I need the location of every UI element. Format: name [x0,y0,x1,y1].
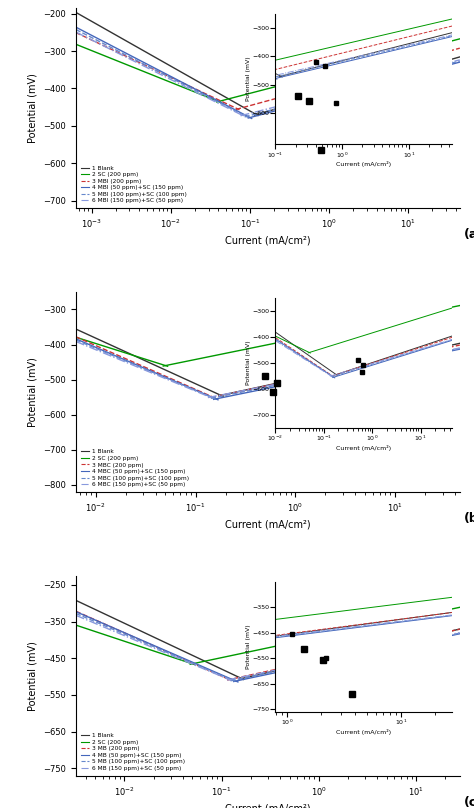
Legend: 1 Blank, 2 SC (200 ppm), 3 MBC (200 ppm), 4 MBC (50 ppm)+SC (150 ppm), 5 MBC (10: 1 Blank, 2 SC (200 ppm), 3 MBC (200 ppm)… [79,448,191,489]
X-axis label: Current (mA/cm²): Current (mA/cm²) [225,236,310,246]
X-axis label: Current (mA/cm²): Current (mA/cm²) [225,520,310,529]
Legend: 1 Blank, 2 SC (200 ppm), 3 MBI (200 ppm), 4 MBI (50 ppm)+SC (150 ppm), 5 MBI (10: 1 Blank, 2 SC (200 ppm), 3 MBI (200 ppm)… [79,164,189,205]
Y-axis label: Potential (mV): Potential (mV) [27,357,38,427]
Y-axis label: Potential (mV): Potential (mV) [27,641,38,711]
Text: (c): (c) [464,796,474,808]
Text: (b): (b) [464,511,474,525]
X-axis label: Current (mA/cm²): Current (mA/cm²) [225,803,310,808]
Y-axis label: Potential (mV): Potential (mV) [27,73,38,143]
Legend: 1 Blank, 2 SC (200 ppm), 3 MB (200 ppm), 4 MB (50 ppm)+SC (150 ppm), 5 MB (100 p: 1 Blank, 2 SC (200 ppm), 3 MB (200 ppm),… [79,731,187,772]
Text: (a): (a) [464,228,474,241]
